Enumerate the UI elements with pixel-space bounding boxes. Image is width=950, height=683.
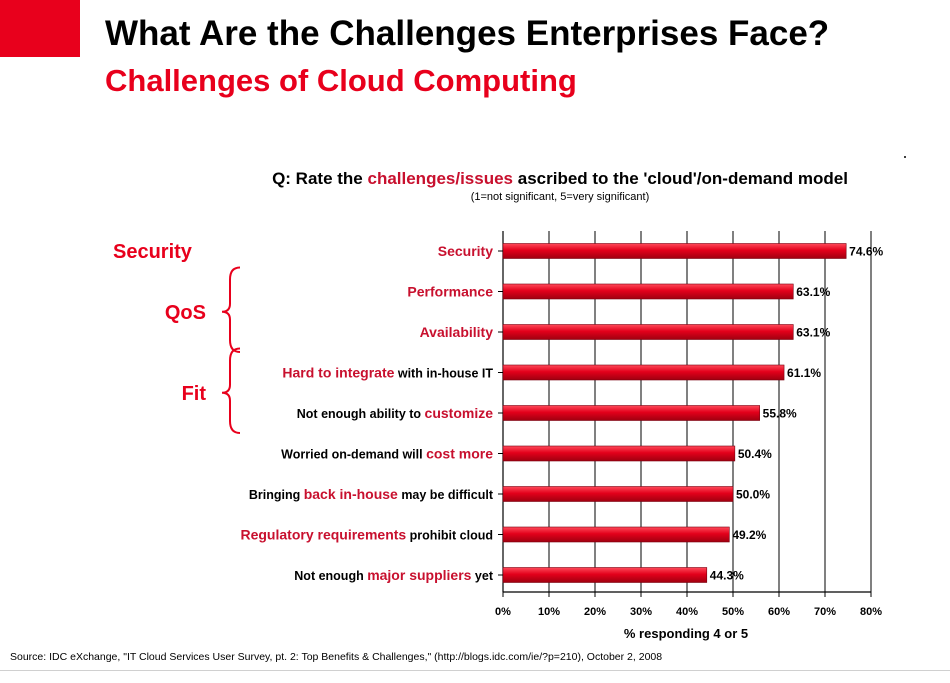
- bar-value-label: 55.8%: [763, 407, 797, 421]
- bar-value-label: 44.3%: [710, 569, 744, 583]
- category-label-highlight: back in-house: [304, 486, 398, 502]
- category-label-text: Not enough: [294, 569, 367, 583]
- chart-title-highlight: challenges/issues: [367, 169, 513, 188]
- category-labels: Security Performance Availability Hard to i…: [240, 243, 493, 583]
- category-label: Not enough ability to customize: [297, 405, 493, 421]
- category-label-highlight: Hard to integrate: [282, 365, 394, 381]
- category-label: Performance: [407, 284, 493, 300]
- x-tick-label: 30%: [630, 606, 652, 618]
- brand-red-square: [0, 0, 80, 57]
- group-label: QoS: [165, 302, 206, 324]
- x-tick-label: 50%: [722, 606, 744, 618]
- bar-value-label: 74.6%: [849, 245, 883, 259]
- category-label-text: may be difficult: [398, 488, 494, 502]
- bars: 74.6% 63.1% 63.1% 61.1% 55.8% 50.4% 50.0% 49.2%…: [502, 243, 884, 583]
- bar: [502, 526, 730, 543]
- chart-title-prefix: Q: Rate the: [272, 169, 367, 188]
- category-label-text: with in-house IT: [394, 367, 493, 381]
- slide-subtitle: Challenges of Cloud Computing: [105, 63, 577, 98]
- x-tick-label: 20%: [584, 606, 606, 618]
- x-tick-label: 60%: [768, 606, 790, 618]
- bar: [502, 486, 734, 502]
- category-label: Not enough major suppliers yet: [294, 567, 494, 583]
- group-label: Security: [113, 241, 193, 263]
- category-label-highlight: Security: [438, 243, 493, 259]
- source-citation: Source: IDC eXchange, "IT Cloud Services…: [10, 651, 663, 663]
- x-axis-title: % responding 4 or 5: [624, 626, 748, 641]
- category-label-highlight: Regulatory requirements: [240, 527, 406, 543]
- bar: [502, 243, 847, 259]
- group-brace: [221, 347, 241, 434]
- category-label-text: Bringing: [249, 488, 304, 502]
- slide-title: What Are the Challenges Enterprises Face…: [105, 14, 830, 53]
- x-tick-label: 70%: [814, 606, 836, 618]
- bar: [502, 567, 708, 583]
- bar-value-label: 61.1%: [787, 366, 821, 380]
- category-label-highlight: Availability: [420, 324, 494, 340]
- chart-title: Q: Rate the challenges/issues ascribed t…: [272, 169, 848, 188]
- bar-value-label: 50.0%: [736, 488, 770, 502]
- bar-value-label: 63.1%: [796, 326, 830, 340]
- category-label-highlight: cost more: [426, 446, 493, 462]
- x-tick-label: 10%: [538, 606, 560, 618]
- category-label: Worried on-demand will cost more: [281, 446, 493, 462]
- bar: [502, 324, 794, 340]
- x-axis-ticks: 0% 10% 20% 30% 40% 50% 60% 70% 80%: [495, 250, 882, 618]
- category-label-highlight: Performance: [407, 284, 493, 300]
- group-label: Fit: [182, 383, 207, 405]
- bar: [502, 445, 736, 462]
- group-brace: [221, 266, 241, 353]
- x-tick-label: 40%: [676, 606, 698, 618]
- bar-value-label: 50.4%: [738, 447, 772, 461]
- category-label-highlight: major suppliers: [367, 567, 471, 583]
- chart-title-suffix: ascribed to the 'cloud'/on-demand model: [513, 169, 848, 188]
- bar: [502, 364, 785, 381]
- group-labels: Security QoS Fit: [113, 156, 906, 434]
- x-tick-label: 80%: [860, 606, 882, 618]
- x-tick-label: 0%: [495, 606, 511, 618]
- category-label: Security: [438, 243, 493, 259]
- bar: [502, 405, 760, 421]
- chart-title-note: (1=not significant, 5=very significant): [471, 191, 650, 203]
- bar-value-label: 63.1%: [796, 285, 830, 299]
- category-label: Regulatory requirements prohibit cloud: [240, 527, 493, 543]
- category-label: Availability: [420, 324, 494, 340]
- bar: [502, 283, 794, 300]
- category-label: Bringing back in-house may be difficult: [249, 486, 494, 502]
- footer-divider: [0, 670, 950, 671]
- category-label-text: prohibit cloud: [406, 529, 493, 543]
- category-label-text: Not enough ability to: [297, 407, 425, 421]
- category-label-highlight: customize: [425, 405, 494, 421]
- decorative-dot: [904, 156, 906, 158]
- bar-value-label: 49.2%: [732, 528, 766, 542]
- category-label-text: yet: [471, 569, 493, 583]
- category-label-text: Worried on-demand will: [281, 448, 426, 462]
- category-label: Hard to integrate with in-house IT: [282, 365, 493, 381]
